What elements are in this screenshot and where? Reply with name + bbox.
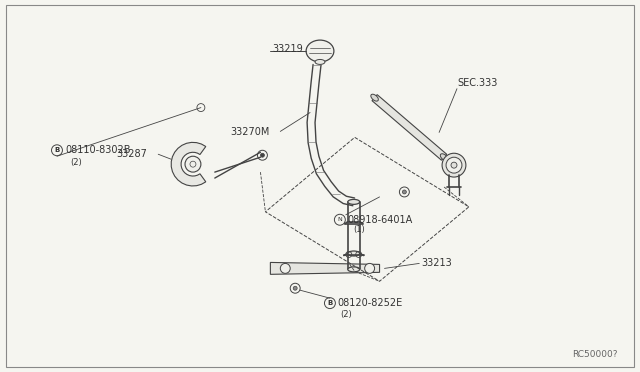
Circle shape [451, 162, 457, 168]
Ellipse shape [348, 267, 360, 272]
Circle shape [190, 161, 196, 167]
Circle shape [403, 190, 406, 194]
Ellipse shape [371, 94, 378, 101]
Text: B: B [327, 300, 333, 306]
Circle shape [446, 157, 462, 173]
Ellipse shape [348, 251, 360, 256]
Text: B: B [54, 147, 60, 153]
Circle shape [260, 153, 264, 157]
Text: RC50000?: RC50000? [572, 350, 618, 359]
Ellipse shape [315, 60, 325, 64]
Text: SEC.333: SEC.333 [457, 78, 497, 88]
Circle shape [280, 263, 290, 273]
Text: (2): (2) [340, 310, 351, 318]
Ellipse shape [440, 154, 448, 161]
Text: (1): (1) [353, 225, 365, 234]
Text: 33270M: 33270M [230, 127, 270, 137]
Ellipse shape [306, 40, 334, 62]
Text: 33287: 33287 [116, 149, 147, 159]
Text: 33213: 33213 [421, 259, 452, 269]
Circle shape [185, 156, 201, 172]
Polygon shape [172, 142, 206, 186]
Polygon shape [270, 262, 380, 274]
Circle shape [365, 263, 374, 273]
Circle shape [442, 153, 466, 177]
Text: 08110-8302B: 08110-8302B [65, 145, 131, 155]
Text: N: N [337, 217, 342, 222]
Polygon shape [372, 94, 447, 160]
Text: 33219: 33219 [273, 44, 303, 54]
Text: 08918-6401A: 08918-6401A [348, 215, 413, 225]
Text: (2): (2) [70, 158, 82, 167]
Circle shape [293, 286, 297, 290]
Text: 08120-8252E: 08120-8252E [338, 298, 403, 308]
Ellipse shape [348, 199, 360, 204]
